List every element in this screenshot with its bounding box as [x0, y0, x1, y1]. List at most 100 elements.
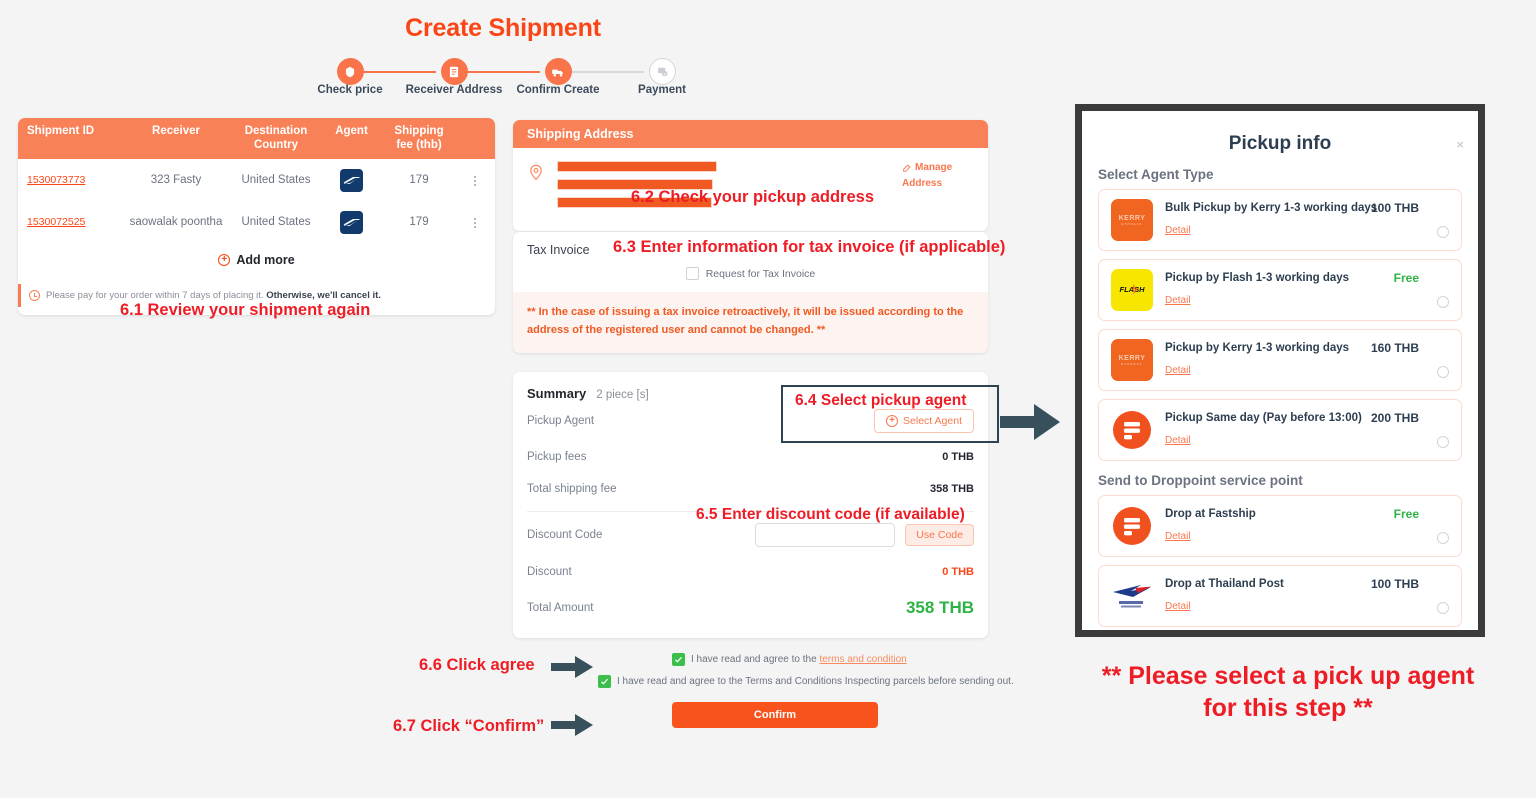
shipment-table-header: Shipment ID Receiver Destination Country… — [18, 118, 495, 160]
stepper-step-payment[interactable]: $ Payment — [638, 58, 686, 96]
row-value: 0 THB — [942, 451, 974, 463]
add-more-button[interactable]: + Add more — [18, 243, 495, 280]
shipping-address-header: Shipping Address — [513, 120, 988, 148]
usps-icon[interactable] — [340, 168, 363, 192]
location-pin-icon — [527, 163, 545, 181]
row-value: 358 THB — [905, 598, 974, 617]
list-item[interactable]: FLASH Pickup by Flash 1-3 working days D… — [1098, 259, 1462, 321]
summary-piece-count: 2 piece [s] — [596, 389, 649, 401]
summary-panel: Summary 2 piece [s] Pickup Agent + Selec… — [513, 372, 988, 638]
close-icon[interactable]: × — [1456, 137, 1464, 152]
agreement-row-terms[interactable]: I have read and agree to the terms and c… — [672, 653, 907, 666]
select-agent-button[interactable]: + Select Agent — [874, 409, 974, 433]
agent-radio-button[interactable] — [1437, 532, 1449, 544]
agreement-row-inspection[interactable]: I have read and agree to the Terms and C… — [598, 675, 1014, 688]
pickup-info-modal-frame: Pickup info × Select Agent Type KERRY EXP… — [1075, 104, 1485, 637]
check-icon — [601, 678, 608, 685]
column-header-destination: Destination Country — [244, 125, 308, 151]
shipment-id-link[interactable]: 1530073773 — [27, 174, 86, 187]
stepper-step-confirm-create[interactable]: Confirm Create — [516, 58, 600, 96]
agent-price: 160 THB — [1370, 341, 1419, 355]
summary-row-pickup-agent: Pickup Agent + Select Agent — [513, 401, 988, 441]
modal-title: Pickup info — [1228, 133, 1332, 154]
column-header-shipping-fee: Shipping fee (thb) — [394, 125, 444, 151]
tax-invoice-panel: Tax Invoice Request for Tax Invoice ** I… — [513, 232, 988, 354]
stepper-connector-1 — [346, 71, 436, 73]
detail-link[interactable]: Detail — [1165, 295, 1191, 307]
terms-and-condition-link[interactable]: terms and condition — [819, 654, 907, 665]
annotation-6-3: 6.3 Enter information for tax invoice (i… — [613, 238, 1006, 256]
svg-text:KERRY: KERRY — [1119, 355, 1146, 362]
receiver-name: 323 Fasty — [150, 174, 202, 187]
agent-price: Free — [1393, 507, 1419, 521]
request-tax-invoice-checkbox[interactable] — [685, 267, 699, 280]
use-code-button[interactable]: Use Code — [905, 524, 974, 546]
detail-link[interactable]: Detail — [1165, 225, 1191, 237]
row-actions-menu[interactable] — [455, 172, 495, 187]
stepper-label: Receiver Address — [405, 84, 503, 96]
agent-radio-button[interactable] — [1437, 296, 1449, 308]
discount-code-input[interactable] — [755, 523, 896, 547]
redacted-address-line — [557, 161, 717, 172]
check-icon — [675, 656, 682, 663]
annotation-final-note: ** Please select a pick up agent for thi… — [1060, 660, 1516, 724]
manage-address-button[interactable]: Manage Address — [902, 160, 974, 191]
confirm-button[interactable]: Confirm — [672, 702, 878, 728]
section-title-agent-type: Select Agent Type — [1098, 167, 1214, 182]
plus-circle-icon: + — [218, 254, 231, 267]
address-form-icon — [440, 58, 468, 85]
annotation-6-6: 6.6 Click agree — [419, 656, 535, 674]
row-actions-menu[interactable] — [455, 214, 495, 229]
agreement-text-prefix: I have read and agree to the — [691, 654, 817, 665]
list-item[interactable]: Drop at Thailand Post Detail 100 THB — [1098, 565, 1462, 627]
agent-price: 100 THB — [1370, 201, 1419, 215]
annotation-final-line-1: ** Please select a pick up agent — [1101, 662, 1475, 690]
agent-radio-button[interactable] — [1437, 366, 1449, 378]
annotation-6-1: 6.1 Review your shipment again — [120, 301, 371, 319]
pickup-info-modal: Pickup info × Select Agent Type KERRY EXP… — [1082, 111, 1478, 630]
payment-deadline-notice: Please pay for your order within 7 days … — [18, 284, 495, 308]
row-label: Pickup fees — [527, 451, 587, 463]
kerry-express-logo: KERRY EXPRESS — [1111, 199, 1153, 241]
row-label: Discount Code — [527, 529, 603, 541]
agreement-checkbox-inspection[interactable] — [598, 675, 611, 688]
detail-link[interactable]: Detail — [1165, 365, 1191, 377]
redacted-address-lines — [557, 161, 974, 215]
divider — [527, 511, 974, 512]
annotation-arrow-6-7 — [551, 712, 595, 743]
agent-radio-button[interactable] — [1437, 226, 1449, 238]
usps-icon[interactable] — [340, 210, 363, 234]
delivery-truck-icon — [544, 58, 572, 85]
stepper-step-check-price[interactable]: Check price — [317, 58, 383, 96]
svg-text:KERRY: KERRY — [1119, 215, 1146, 222]
list-item[interactable]: KERRY EXPRESS Bulk Pickup by Kerry 1-3 wo… — [1098, 189, 1462, 251]
detail-link[interactable]: Detail — [1165, 531, 1191, 543]
agreement-checkbox-terms[interactable] — [672, 653, 685, 666]
agent-radio-button[interactable] — [1437, 436, 1449, 448]
summary-row-discount: Discount 0 THB — [513, 556, 988, 588]
manage-address-label-1: Manage — [915, 162, 953, 173]
clock-icon — [29, 290, 40, 302]
section-title-droppoint: Send to Droppoint service point — [1098, 473, 1303, 488]
request-tax-invoice-row[interactable]: Request for Tax Invoice — [676, 267, 826, 280]
stepper-connector-3 — [554, 71, 644, 73]
row-label: Discount — [527, 566, 572, 578]
agent-radio-button[interactable] — [1437, 602, 1449, 614]
list-item[interactable]: Pickup Same day (Pay before 13:00) Detai… — [1098, 399, 1462, 461]
column-header-agent: Agent — [335, 125, 368, 137]
svg-text:$: $ — [663, 72, 666, 76]
list-item[interactable]: KERRY EXPRESS Pickup by Kerry 1-3 working… — [1098, 329, 1462, 391]
summary-row-pickup-fees: Pickup fees 0 THB — [513, 441, 988, 473]
payment-icon: $ — [648, 58, 676, 85]
stepper-step-receiver-address[interactable]: Receiver Address — [406, 58, 502, 96]
agent-price: 100 THB — [1370, 577, 1419, 591]
shipping-address-panel: Shipping Address Manage Address — [513, 120, 988, 231]
list-item[interactable]: Drop at Fastship Detail Free — [1098, 495, 1462, 557]
notice-text: Please pay for your order within 7 days … — [46, 290, 264, 302]
request-tax-invoice-label: Request for Tax Invoice — [705, 267, 816, 280]
detail-link[interactable]: Detail — [1165, 435, 1191, 447]
agent-name: Drop at Fastship — [1165, 507, 1256, 520]
shipment-id-link[interactable]: 1530072525 — [27, 216, 86, 229]
detail-link[interactable]: Detail — [1165, 601, 1191, 613]
row-value: 0 THB — [942, 566, 974, 578]
